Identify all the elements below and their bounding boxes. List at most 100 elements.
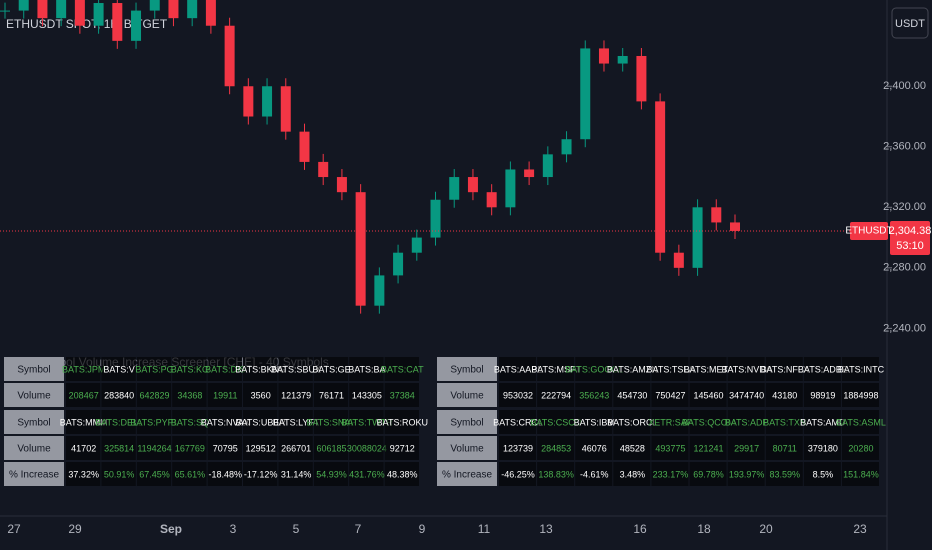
cell: [101, 383, 136, 407]
symbol-cell: BATS:TXN: [763, 417, 806, 427]
row-label: Volume: [450, 391, 484, 402]
cell: [278, 410, 313, 434]
symbol-cell: BATS:LYFT: [273, 417, 320, 427]
increase-cell: 138.83%: [538, 469, 574, 479]
symbol-cell: BATS:NVDA: [721, 364, 771, 374]
symbol-cell: BATS:ORCL: [607, 417, 657, 427]
symbol-cell: BATS:DELL: [95, 417, 143, 427]
candle-body: [561, 139, 572, 155]
cell: [313, 462, 349, 486]
cell: [384, 410, 419, 434]
cell: [101, 436, 136, 460]
cell: [803, 357, 841, 381]
row-label-cell: [437, 410, 497, 434]
cell: [207, 462, 242, 486]
volume-cell: 3560: [251, 390, 271, 400]
cell: [349, 462, 384, 486]
symbol-cell: BATS:SNAP: [307, 417, 357, 427]
volume-cell: 121241: [694, 443, 724, 453]
cell: [313, 357, 349, 381]
candle-body: [37, 0, 48, 19]
x-tick-label: 9: [419, 522, 426, 536]
currency-button[interactable]: [891, 7, 929, 39]
cell: [384, 357, 419, 381]
candle-body: [673, 252, 684, 268]
x-tick-label: 23: [853, 522, 867, 536]
increase-cell: -17.12%: [244, 469, 278, 479]
symbol-cell: BATS:TWTR: [341, 417, 393, 427]
cell: [765, 383, 803, 407]
x-tick-label: 18: [697, 522, 711, 536]
cell: [349, 410, 384, 434]
cell: [313, 410, 349, 434]
cell: [537, 436, 575, 460]
cell: [499, 410, 537, 434]
x-tick-label: 5: [293, 522, 300, 536]
symbol-cell: BATS:JPM: [62, 364, 105, 374]
cell: [278, 462, 313, 486]
x-tick-label: 13: [539, 522, 553, 536]
cell: [537, 462, 575, 486]
row-label-cell: [437, 462, 497, 486]
cell: [613, 383, 651, 407]
cell: [841, 410, 879, 434]
volume-cell: 1884998: [843, 390, 878, 400]
cell: [689, 462, 727, 486]
cell: [841, 383, 879, 407]
symbol-cell: BATS:SBUX: [271, 364, 321, 374]
symbol-cell: BATS:META: [684, 364, 734, 374]
volume-cell: 266701: [281, 443, 311, 453]
cell: [803, 383, 841, 407]
candle-body: [243, 86, 254, 117]
cell: [689, 383, 727, 407]
increase-cell: 83.59%: [769, 469, 800, 479]
volume-cell: 642829: [139, 390, 169, 400]
cell: [243, 410, 278, 434]
cell: [803, 410, 841, 434]
cell: [841, 436, 879, 460]
volume-cell: 750427: [655, 390, 685, 400]
cell: [172, 410, 207, 434]
row-label-cell: [4, 410, 64, 434]
candle-body: [112, 3, 123, 41]
volume-cell: 92712: [390, 443, 415, 453]
y-tick-label: 2,320.00: [883, 201, 926, 213]
cell: [651, 462, 689, 486]
candle-body: [598, 48, 609, 64]
cell: [765, 357, 803, 381]
cell: [349, 436, 384, 460]
y-tick-label: 2,400.00: [883, 80, 926, 92]
cell: [172, 357, 207, 381]
cell: [207, 383, 242, 407]
cell: [765, 462, 803, 486]
candle-body: [0, 10, 10, 12]
currency-button-label[interactable]: USDT: [895, 18, 925, 30]
candle-body: [56, 0, 67, 19]
increase-cell: 69.78%: [693, 469, 724, 479]
symbol-cell: BATS:KO: [171, 364, 209, 374]
candle-body: [636, 55, 647, 102]
cell: [537, 410, 575, 434]
cell: [613, 436, 651, 460]
row-label-cell: [437, 357, 497, 381]
cell: [727, 357, 765, 381]
symbol-cell: BATS:MMM: [60, 417, 108, 427]
cell: [613, 462, 651, 486]
symbol-cell: BATS:CSCO: [530, 417, 581, 427]
screener: Multi-Symbol Volume Increase Screener [C…: [4, 355, 886, 486]
increase-cell: 31.14%: [281, 469, 312, 479]
row-label-cell: [4, 357, 64, 381]
cell: [66, 462, 101, 486]
cell: [313, 383, 349, 407]
last-price-label: 2,304.38: [889, 225, 932, 237]
cell: [727, 410, 765, 434]
y-tick-label: 2,240.00: [883, 322, 926, 334]
symbol-cell: BATS:IBM: [574, 417, 615, 427]
volume-cell: 30088024: [347, 443, 387, 453]
cell: [499, 357, 537, 381]
volume-cell: 29917: [734, 443, 759, 453]
cell: [207, 357, 242, 381]
volume-cell: 43180: [772, 390, 797, 400]
cell: [278, 357, 313, 381]
x-tick-label: 11: [478, 522, 491, 536]
